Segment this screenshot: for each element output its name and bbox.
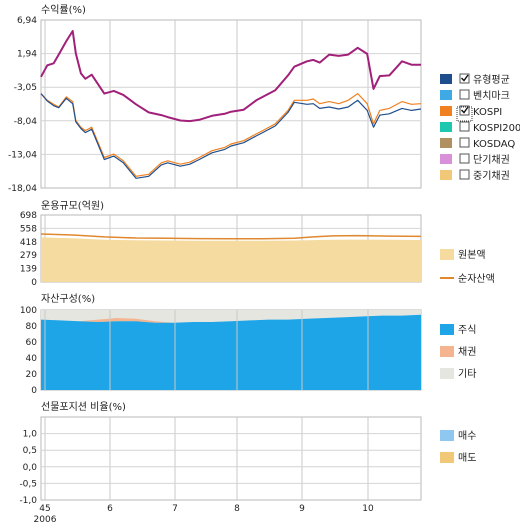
legend-checkbox: [459, 153, 470, 164]
y-tick-label: 558: [20, 224, 37, 234]
y-tick-label: 40: [26, 354, 38, 364]
legend-swatch: [440, 452, 454, 463]
y-tick-label: 1,94: [17, 50, 37, 60]
legend-label: 원본액: [458, 249, 486, 261]
y-tick-label: -1,0: [19, 496, 37, 506]
series-line-2: [40, 93, 422, 179]
y-tick-label: 0,5: [23, 446, 37, 456]
legend-label: KOSPI: [473, 107, 502, 118]
x-tick-label: 9: [299, 504, 305, 514]
aum-title: 운용규모(억원): [41, 200, 104, 212]
series-line-1: [40, 92, 422, 177]
x-tick-label: 10: [362, 504, 374, 514]
legend-checkbox: [459, 169, 470, 180]
legend-swatch: [440, 368, 454, 379]
legend-swatch: [440, 122, 452, 132]
y-tick-label: 0: [31, 278, 37, 288]
legend-swatch: [440, 430, 454, 441]
legend-label: 매도: [458, 452, 476, 464]
x-axis-year: 2006: [34, 515, 57, 525]
x-tick-label: 8: [234, 504, 240, 514]
y-tick-label: 139: [20, 265, 37, 275]
futures-grid: [41, 417, 421, 500]
legend-checkbox: [459, 137, 470, 148]
legend-checkbox: [459, 73, 470, 84]
y-tick-label: 80: [26, 322, 38, 332]
x-axis: 2006 45 6 7 8 9 10: [34, 504, 374, 525]
legend-swatch: [440, 170, 452, 180]
legend-label: 중기채권: [473, 170, 510, 182]
legend-label: KOSDAQ: [473, 139, 515, 150]
returns-plot-frame: [40, 19, 422, 189]
assets-y-ticks: 100 80 60 40 20 0: [20, 306, 37, 396]
legend-swatch: [440, 138, 452, 148]
y-tick-label: 1,0: [23, 430, 38, 440]
legend-label: 단기채권: [473, 154, 510, 166]
aum-y-ticks: 698 558 418 279 139 0: [20, 211, 37, 288]
x-tick-label: 45: [39, 504, 50, 514]
legend-checkbox: [459, 121, 470, 132]
legend-label: KOSPI200: [473, 123, 520, 134]
returns-y-ticks: 6,94 1,94 -3,05 -8,04 -13,04 -18,04: [8, 16, 37, 194]
returns-lines: [40, 30, 422, 179]
x-tick-label: 7: [172, 504, 178, 514]
legend-swatch: [440, 154, 452, 164]
legend-swatch: [440, 249, 454, 260]
legend-swatch: [440, 90, 452, 100]
y-tick-label: 0: [31, 386, 37, 396]
legend-swatch: [440, 106, 452, 116]
legend-label: 매수: [458, 430, 476, 442]
futures-title: 선물포지션 비율(%): [41, 401, 126, 413]
bonds-area: [41, 314, 421, 323]
legend-label: 벤치마크: [473, 90, 510, 102]
legend-label: 순자산액: [458, 273, 495, 285]
legend-swatch: [440, 346, 454, 357]
legend-swatch: [440, 74, 452, 84]
aum-areas: [40, 233, 422, 282]
legend-label: 유형평균: [473, 74, 510, 86]
returns-panel: 수익률(%) 6,94 1,94 -3,05 -8,04 -13,04 -18,04 유형…: [8, 4, 520, 194]
y-tick-label: -13,04: [8, 150, 37, 160]
x-tick-label: 6: [107, 504, 113, 514]
futures-y-ticks: 1,0 0,5 0,0 -0,5 -1,0: [19, 430, 37, 506]
assets-areas: [41, 310, 421, 390]
legend-label: 기타: [458, 368, 476, 380]
focus-outline: [456, 106, 473, 122]
y-tick-label: -18,04: [8, 184, 37, 194]
assets-title: 자산구성(%): [41, 293, 95, 305]
y-tick-label: 60: [26, 338, 38, 348]
y-tick-label: -8,04: [14, 117, 38, 127]
y-tick-label: 100: [20, 306, 37, 316]
check-icon: [461, 106, 469, 114]
y-tick-label: 279: [20, 251, 37, 261]
y-tick-label: 6,94: [17, 16, 37, 26]
legend-swatch: [440, 324, 454, 335]
y-tick-label: 698: [20, 211, 37, 221]
returns-title: 수익률(%): [41, 4, 86, 16]
series-line-0: [40, 30, 421, 123]
legend-checkbox: [459, 89, 470, 100]
y-tick-label: 418: [20, 238, 37, 248]
legend-label: 채권: [458, 346, 476, 358]
y-tick-label: 20: [26, 370, 38, 380]
legend-label: 주식: [458, 324, 476, 336]
y-tick-label: -0,5: [19, 479, 37, 489]
net-asset-line: [40, 233, 422, 240]
futures-plot-frame: [40, 416, 422, 501]
legend-checkbox: [459, 105, 470, 116]
assets-grid: [44, 310, 369, 390]
principal-area: [41, 237, 421, 282]
y-tick-label: 0,0: [23, 463, 38, 473]
y-tick-label: -3,05: [14, 83, 37, 93]
stocks-area: [41, 314, 421, 390]
check-icon: [461, 74, 469, 82]
